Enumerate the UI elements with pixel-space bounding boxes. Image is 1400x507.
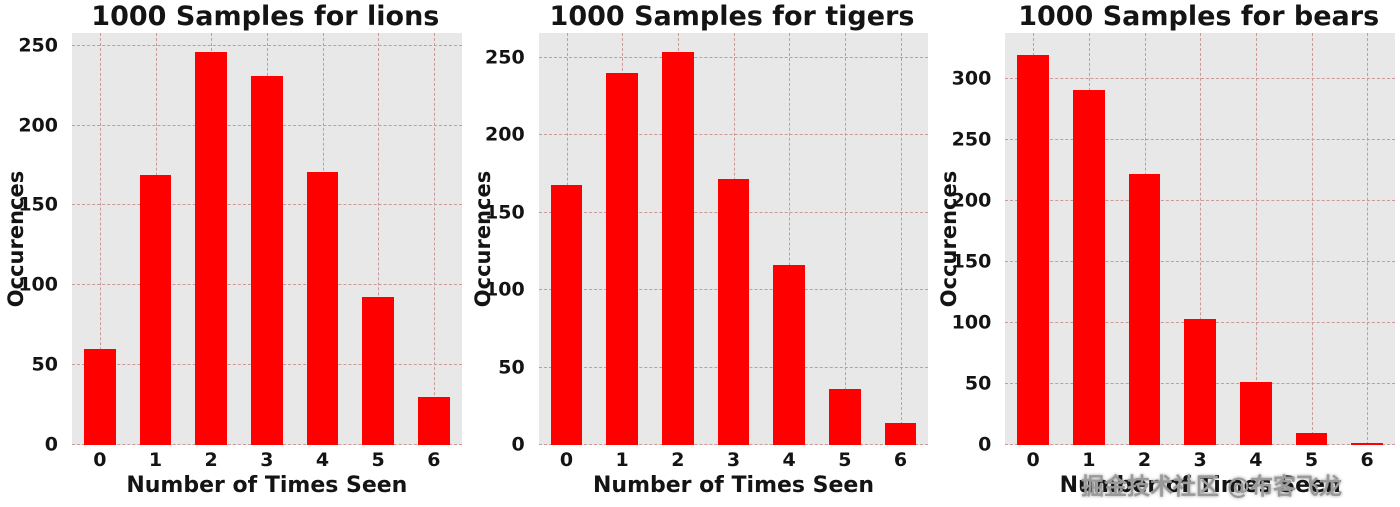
x-tick-label: 5 (371, 449, 385, 471)
x-tick-label: 5 (838, 449, 852, 471)
plot-area (538, 33, 929, 445)
y-tick-label: 250 (951, 128, 992, 151)
y-tick-label: 100 (485, 278, 525, 301)
x-tick-label: 6 (1360, 449, 1374, 471)
watermark: 掘金技术社区 @布客飞龙 (1080, 474, 1342, 500)
y-tick-label: 100 (951, 311, 992, 334)
bar-5 (828, 389, 861, 445)
x-tick-label: 0 (1026, 449, 1040, 471)
bar-5 (362, 296, 395, 445)
x-tick-label: 2 (204, 449, 218, 471)
y-tick-label: 200 (485, 123, 525, 146)
x-tick-label: 0 (559, 449, 574, 471)
bar-4 (1239, 381, 1272, 445)
chart-tigers: 1000 Samples for tigers Occurences 0 50 10… (467, 0, 934, 507)
y-axis-ticks: 0 50 100 150 200 250 (0, 33, 64, 454)
x-tick-label: 4 (315, 449, 330, 471)
gridline-vertical (99, 33, 101, 445)
x-tick-label: 0 (93, 449, 107, 471)
x-tick-label: 4 (782, 449, 796, 471)
bar-0 (83, 349, 116, 445)
bar-1 (1072, 90, 1105, 445)
bar-0 (550, 184, 583, 445)
x-tick-label: 3 (726, 449, 741, 471)
x-tick-label: 3 (260, 449, 274, 471)
gridline-vertical (900, 33, 902, 445)
x-axis-label: Number of Times Seen (1059, 473, 1341, 498)
x-axis-ticks: 0 1 2 3 4 5 6 (72, 449, 462, 473)
chart-bears: 1000 Samples for bears Occurences 0 50 100… (933, 0, 1400, 507)
x-axis-label: Number of Times Seen (126, 473, 408, 498)
x-tick-label: 6 (427, 449, 441, 471)
chart-title: 1000 Samples for lions (91, 1, 440, 32)
y-tick-label: 100 (18, 273, 58, 296)
gridline-vertical (433, 33, 435, 445)
gridline-vertical (378, 33, 380, 445)
bar-4 (306, 171, 339, 445)
bar-3 (250, 76, 283, 445)
bar-2 (661, 51, 694, 445)
x-tick-label: 1 (148, 449, 163, 471)
bar-2 (1128, 174, 1161, 445)
chart-title: 1000 Samples for tigers (549, 1, 915, 32)
bar-0 (1017, 54, 1050, 445)
bar-6 (884, 423, 917, 445)
x-axis-label: Number of Times Seen (593, 473, 875, 498)
y-tick-label: 0 (511, 433, 525, 456)
bar-6 (1351, 442, 1384, 445)
y-tick-label: 150 (951, 250, 992, 273)
x-tick-label: 1 (615, 449, 629, 471)
bar-3 (1184, 319, 1217, 445)
x-tick-label: 4 (1249, 449, 1263, 471)
y-tick-label: 150 (485, 201, 525, 224)
bar-1 (139, 175, 172, 445)
bar-6 (417, 397, 450, 445)
gridline-vertical (789, 33, 791, 445)
bar-5 (1295, 432, 1328, 445)
bar-1 (606, 73, 639, 445)
x-tick-label: 2 (1137, 449, 1152, 471)
x-tick-label: 3 (1193, 449, 1207, 471)
gridline-vertical (1255, 33, 1257, 445)
bar-3 (717, 178, 750, 445)
x-tick-label: 1 (1082, 449, 1096, 471)
y-tick-label: 0 (44, 433, 58, 456)
y-tick-label: 250 (18, 34, 58, 57)
gridline-vertical (844, 33, 846, 445)
x-axis-ticks: 0 1 2 3 4 5 6 (539, 449, 929, 473)
plot-area (1005, 33, 1396, 445)
gridline-vertical (1200, 33, 1202, 445)
y-tick-label: 200 (951, 189, 992, 212)
x-tick-label: 5 (1304, 449, 1319, 471)
bar-2 (195, 52, 228, 445)
y-tick-label: 50 (31, 353, 58, 376)
chart-lions: 1000 Samples for lions Occurences 0 50 100… (0, 0, 467, 507)
y-tick-label: 0 (978, 433, 992, 456)
plot-area (72, 33, 462, 445)
x-axis-ticks: 0 1 2 3 4 5 6 (1005, 449, 1395, 473)
x-tick-label: 6 (893, 449, 908, 471)
y-tick-label: 50 (498, 356, 525, 379)
y-tick-label: 200 (18, 114, 58, 137)
x-tick-label: 2 (671, 449, 685, 471)
y-axis-ticks: 0 50 100 150 200 250 (467, 33, 531, 454)
y-axis-ticks: 0 50 100 150 200 250 300 (933, 33, 997, 454)
chart-title: 1000 Samples for bears (1018, 1, 1380, 32)
y-tick-label: 300 (951, 67, 992, 90)
gridline-vertical (1311, 33, 1313, 445)
y-tick-label: 150 (18, 193, 58, 216)
y-tick-label: 250 (485, 46, 525, 69)
y-tick-label: 50 (964, 372, 992, 395)
bar-4 (773, 265, 806, 445)
gridline-vertical (1367, 33, 1369, 445)
